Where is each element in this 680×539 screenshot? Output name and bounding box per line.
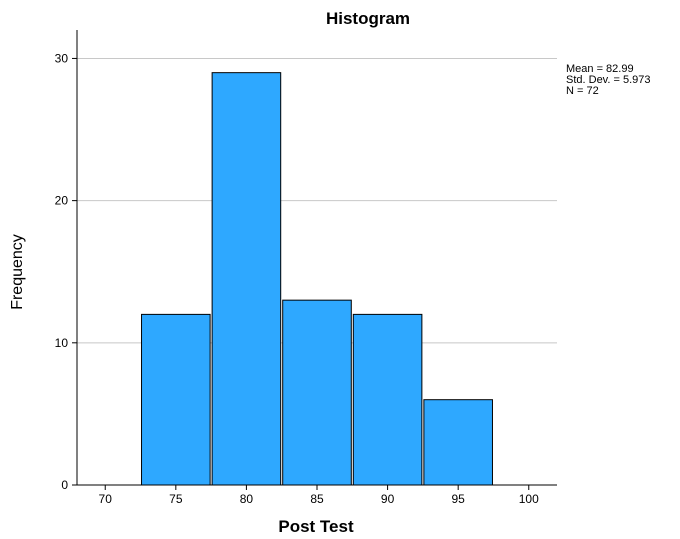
histogram-bar <box>211 72 282 486</box>
x-tick-label: 70 <box>99 492 113 506</box>
y-axis-label: Frequency <box>9 234 26 310</box>
y-tick-label: 30 <box>55 51 69 65</box>
x-tick-label: 95 <box>451 492 465 506</box>
x-tick-label: 100 <box>519 492 539 506</box>
stat-std-dev: Std. Dev. = 5.973 <box>566 74 651 86</box>
x-axis-ticks: 70 75 80 85 90 95 100 <box>99 485 539 506</box>
chart-title: Histogram <box>326 9 410 28</box>
histogram-bars <box>141 72 493 486</box>
statistics-legend: Mean = 82.99 Std. Dev. = 5.973 N = 72 <box>566 63 651 97</box>
histogram-bar <box>282 299 352 486</box>
x-tick-label: 80 <box>240 492 254 506</box>
y-tick-label: 10 <box>55 336 69 350</box>
y-tick-label: 0 <box>61 478 68 492</box>
stat-mean: Mean = 82.99 <box>566 63 634 75</box>
x-tick-label: 75 <box>169 492 183 506</box>
x-axis-label: Post Test <box>278 517 354 536</box>
histogram-bar <box>352 313 423 486</box>
x-tick-label: 85 <box>310 492 324 506</box>
stat-n: N = 72 <box>566 85 599 97</box>
histogram-bar <box>141 313 211 486</box>
x-tick-label: 90 <box>381 492 395 506</box>
histogram-bar <box>423 399 493 486</box>
y-axis-ticks: 0 10 20 30 <box>55 51 77 492</box>
y-tick-label: 20 <box>55 194 69 208</box>
